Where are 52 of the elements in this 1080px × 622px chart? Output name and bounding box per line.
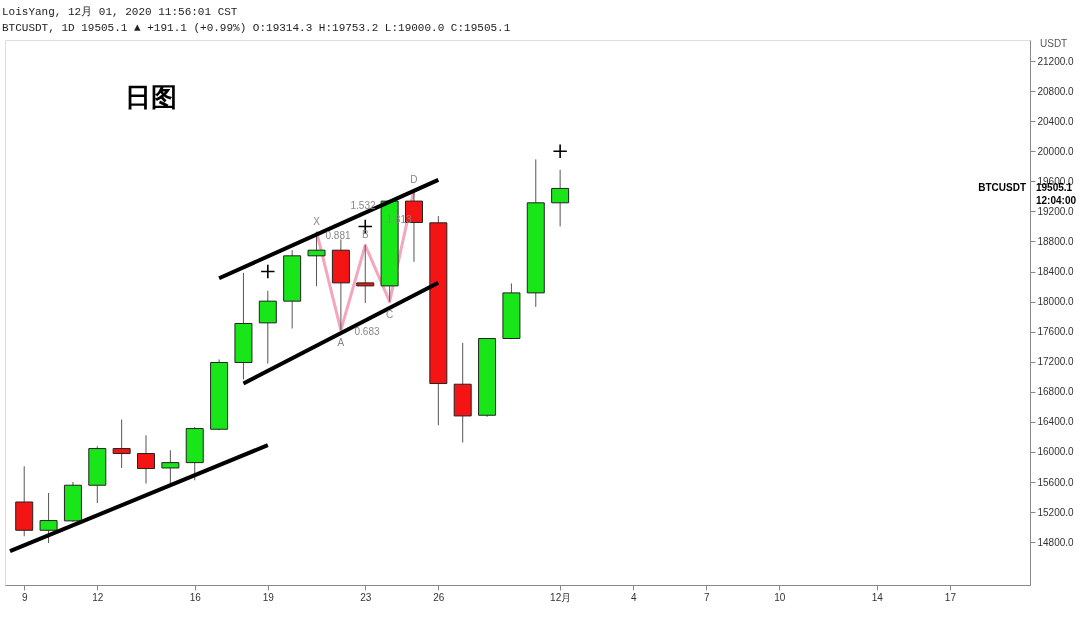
y-tick-label: 16400.0 — [1037, 416, 1075, 428]
x-tick-label: 12 — [92, 591, 104, 603]
annotation: C — [385, 308, 394, 320]
point — [260, 264, 276, 280]
x-tick-label: 4 — [630, 591, 637, 603]
annotation: 1.813 — [386, 214, 412, 225]
y-tick-label: 18400.0 — [1037, 266, 1075, 278]
x-tick-label: 10 — [774, 591, 786, 603]
x-tick-label: 7 — [704, 591, 711, 603]
annotation: X — [313, 215, 321, 227]
annotation: BTCUSDT — [978, 182, 1026, 193]
text: BTCUSDT, 1D 19505.1 ▲ +191.1 (+0.99%) O:19314.3 H:19753.2 L:19000.0 C:19505.1 — [2, 22, 511, 34]
candlestick — [112, 419, 131, 469]
y-tick-label: 20400.0 — [1037, 115, 1075, 127]
point — [552, 143, 568, 159]
y-tick-label: 18800.0 — [1037, 235, 1075, 247]
candlestick — [356, 244, 375, 304]
y-tick-label: 15600.0 — [1037, 476, 1075, 488]
candlestick — [137, 434, 156, 485]
y-tick-label: 14800.0 — [1037, 536, 1075, 548]
x-tick-label: 14 — [871, 591, 884, 603]
candlestick — [39, 492, 58, 544]
text: LoisYang, 12月 01, 2020 11:56:01 CST — [2, 6, 238, 18]
x-tick-label: 23 — [360, 591, 372, 603]
annotation: A — [337, 337, 345, 349]
y-tick-label: 20000.0 — [1037, 145, 1075, 157]
annotation: 日图 — [125, 82, 177, 112]
y-tick-label: 17200.0 — [1037, 356, 1075, 368]
y-tick-label: 20800.0 — [1037, 85, 1075, 97]
y-tick-label: 18000.0 — [1037, 296, 1075, 308]
annotation: 0.881 — [325, 230, 351, 241]
annotation: B — [361, 229, 369, 241]
y-tick-label: 17600.0 — [1037, 326, 1075, 338]
y-tick-label: 21200.0 — [1037, 55, 1075, 67]
candlestick — [551, 169, 570, 227]
x-tick-label: 17 — [944, 591, 957, 603]
annotation: 0.683 — [354, 326, 380, 337]
x-tick-label: 19 — [262, 591, 275, 603]
y-tick-label: 16000.0 — [1037, 446, 1075, 458]
x-tick-label: 16 — [189, 591, 202, 603]
x-tick-label: 9 — [21, 591, 28, 603]
annotation: 1.532 — [350, 200, 376, 211]
y-tick-label: 19200.0 — [1037, 205, 1075, 217]
candlestick — [161, 449, 180, 485]
text: USDT — [1040, 38, 1068, 49]
text: 12:04:00 — [1036, 195, 1077, 206]
x-tick-label: 12月 — [550, 591, 572, 603]
y-tick-label: 16800.0 — [1037, 386, 1075, 398]
x-tick-label: 26 — [433, 591, 445, 603]
annotation: D — [410, 174, 418, 186]
y-tick-label: 15200.0 — [1037, 506, 1075, 518]
candlestick — [258, 290, 277, 365]
